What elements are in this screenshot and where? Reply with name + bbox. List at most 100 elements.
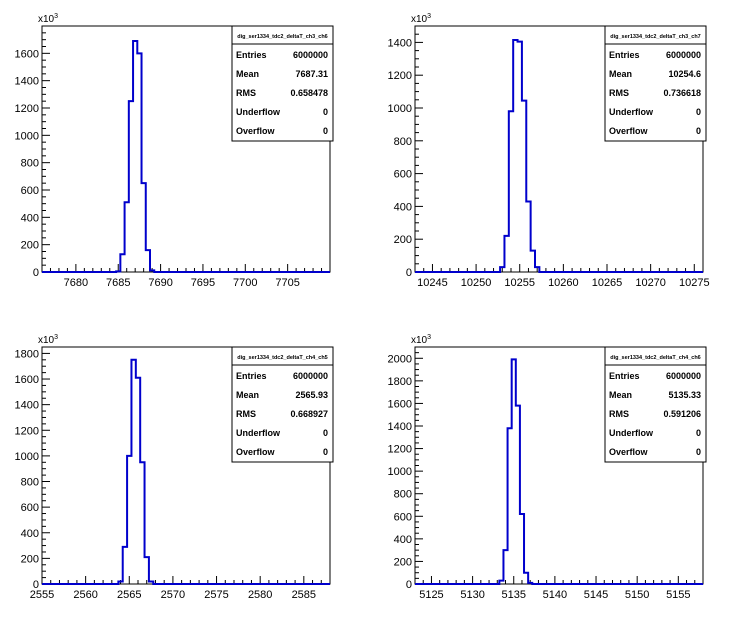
y-tick-label: 1200 xyxy=(15,103,39,115)
y-tick-label: 600 xyxy=(21,185,39,197)
stats-label-underflow: Underflow xyxy=(609,107,654,117)
x-tick-label: 2585 xyxy=(292,589,316,601)
x-tick-label: 2555 xyxy=(30,589,54,601)
y-tick-label: 1000 xyxy=(388,466,412,478)
x-tick-label: 7705 xyxy=(275,277,299,289)
stats-value-underflow: 0 xyxy=(323,107,328,117)
stats-label-rms: RMS xyxy=(236,88,256,98)
stats-title: dig_ser1334_tdc2_deltaT_ch3_ch7 xyxy=(610,34,701,40)
y-tick-label: 400 xyxy=(394,201,412,213)
stats-value-overflow: 0 xyxy=(696,447,701,457)
y-tick-label: 1400 xyxy=(15,400,39,412)
y-tick-label: 0 xyxy=(406,267,412,279)
stats-value-entries: 6000000 xyxy=(293,371,328,381)
histogram-outline xyxy=(415,38,703,273)
stats-box-frame xyxy=(231,25,334,142)
stats-label-overflow: Overflow xyxy=(609,447,649,457)
stats-box-frame xyxy=(231,346,334,463)
stats-value-rms: 0.736618 xyxy=(663,88,701,98)
stats-box: dig_ser1334_tdc2_deltaT_ch4_ch5 Entries 60… xyxy=(231,346,334,463)
stats-value-underflow: 0 xyxy=(323,428,328,438)
stats-box: dig_ser1334_tdc2_deltaT_ch4_ch6 Entries 60… xyxy=(604,346,707,463)
stats-label-entries: Entries xyxy=(609,371,640,381)
y-multiplier-label: x103 xyxy=(411,334,431,346)
stats-label-rms: RMS xyxy=(236,409,256,419)
stats-label-underflow: Underflow xyxy=(236,107,281,117)
y-tick-label: 1800 xyxy=(15,348,39,360)
x-tick-label: 10260 xyxy=(548,277,579,289)
y-tick-label: 1000 xyxy=(388,103,412,115)
x-tick-label: 10265 xyxy=(592,277,623,289)
x-tick-label: 5150 xyxy=(625,589,649,601)
x-tick-label: 5155 xyxy=(666,589,690,601)
stats-value-entries: 6000000 xyxy=(666,50,701,60)
y-tick-label: 400 xyxy=(21,212,39,224)
stats-value-mean: 7687.31 xyxy=(295,69,328,79)
histogram-pad-3: 0 200 400 600 800 1000 1200 1400 1600 1800 2555 256… xyxy=(15,334,334,601)
stats-value-underflow: 0 xyxy=(696,428,701,438)
y-multiplier-exponent: 3 xyxy=(54,13,58,20)
stats-value-overflow: 0 xyxy=(323,447,328,457)
y-tick-label: 600 xyxy=(394,169,412,181)
stats-label-underflow: Underflow xyxy=(609,428,654,438)
y-tick-label: 1000 xyxy=(15,451,39,463)
stats-label-entries: Entries xyxy=(609,50,640,60)
x-tick-label: 5130 xyxy=(460,589,484,601)
x-tick-label: 5145 xyxy=(584,589,608,601)
stats-box-frame xyxy=(604,25,707,142)
stats-value-overflow: 0 xyxy=(323,126,328,136)
histogram-outline xyxy=(42,358,330,585)
stats-label-entries: Entries xyxy=(236,371,267,381)
x-tick-label: 10245 xyxy=(417,277,448,289)
y-tick-label: 1400 xyxy=(388,421,412,433)
y-tick-label: 1200 xyxy=(388,70,412,82)
y-tick-label: 2000 xyxy=(388,353,412,365)
stats-value-mean: 2565.93 xyxy=(295,390,328,400)
stats-box: dig_ser1334_tdc2_deltaT_ch3_ch7 Entries 60… xyxy=(604,25,707,142)
stats-box-frame xyxy=(604,346,707,463)
y-tick-label: 1000 xyxy=(15,130,39,142)
y-multiplier-label: x103 xyxy=(38,13,58,25)
y-tick-label: 1200 xyxy=(15,425,39,437)
stats-label-mean: Mean xyxy=(236,69,259,79)
histogram-pad-1: 0 200 400 600 800 1000 1200 1400 1600 7680 7685 769… xyxy=(15,13,334,289)
y-multiplier-exponent: 3 xyxy=(427,13,431,20)
x-tick-label: 10255 xyxy=(504,277,535,289)
stats-value-mean: 5135.33 xyxy=(668,390,701,400)
histogram-outline xyxy=(42,40,330,273)
stats-box: dig_ser1334_tdc2_deltaT_ch3_ch6 Entries 60… xyxy=(231,25,334,142)
y-tick-label: 1400 xyxy=(388,37,412,49)
stats-label-mean: Mean xyxy=(236,390,259,400)
y-tick-label: 800 xyxy=(21,158,39,170)
y-tick-label: 400 xyxy=(394,534,412,546)
x-tick-label: 5135 xyxy=(502,589,526,601)
x-tick-label: 2575 xyxy=(204,589,228,601)
y-tick-label: 1600 xyxy=(388,398,412,410)
y-tick-label: 400 xyxy=(21,528,39,540)
y-multiplier-label: x103 xyxy=(411,13,431,25)
x-tick-label: 5125 xyxy=(419,589,443,601)
x-tick-label: 7690 xyxy=(148,277,172,289)
y-tick-label: 800 xyxy=(21,477,39,489)
x-tick-label: 7685 xyxy=(106,277,130,289)
x-tick-label: 7695 xyxy=(191,277,215,289)
y-tick-label: 1600 xyxy=(15,374,39,386)
y-multiplier-label: x103 xyxy=(38,334,58,346)
stats-title: dig_ser1334_tdc2_deltaT_ch3_ch6 xyxy=(237,34,328,40)
y-tick-label: 0 xyxy=(406,579,412,591)
y-tick-label: 200 xyxy=(21,553,39,565)
stats-value-mean: 10254.6 xyxy=(668,69,701,79)
y-tick-label: 1600 xyxy=(15,48,39,60)
histogram-pad-4: 0 200 400 600 800 1000 1200 1400 1600 1800 2000 512… xyxy=(388,334,707,601)
x-tick-label: 10275 xyxy=(679,277,710,289)
stats-value-entries: 6000000 xyxy=(293,50,328,60)
y-tick-label: 800 xyxy=(394,489,412,501)
stats-value-rms: 0.668927 xyxy=(290,409,328,419)
x-tick-label: 10270 xyxy=(635,277,666,289)
stats-label-underflow: Underflow xyxy=(236,428,281,438)
y-multiplier-exponent: 3 xyxy=(427,334,431,341)
stats-title: dig_ser1334_tdc2_deltaT_ch4_ch5 xyxy=(237,355,328,361)
y-multiplier-exponent: 3 xyxy=(54,334,58,341)
stats-label-entries: Entries xyxy=(236,50,267,60)
